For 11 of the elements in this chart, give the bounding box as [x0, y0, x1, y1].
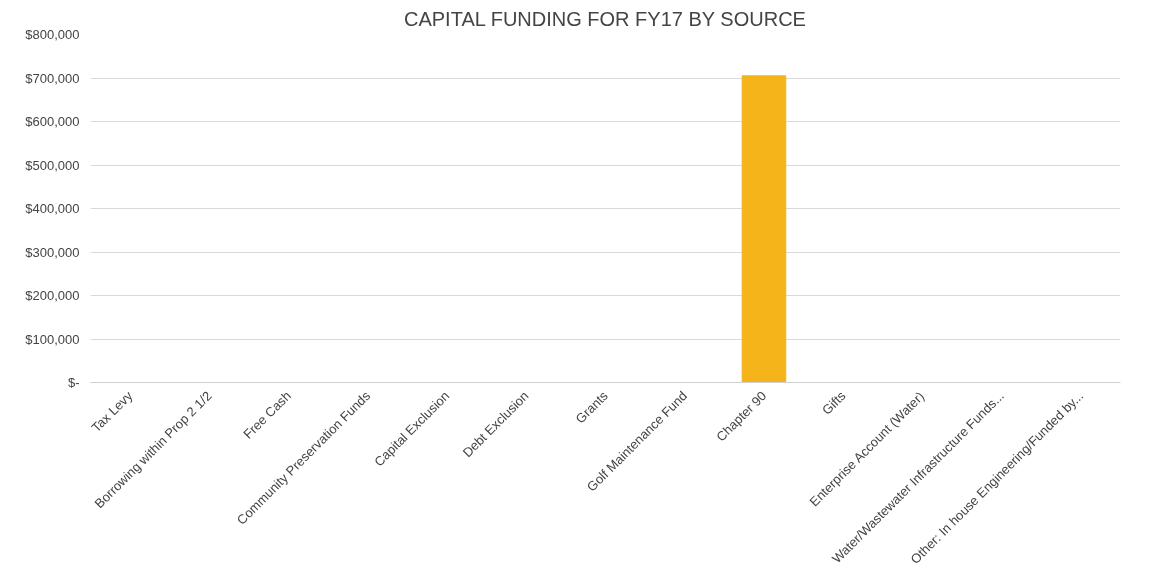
y-tick-label: $500,000	[25, 157, 80, 173]
y-tick-label: $400,000	[25, 201, 80, 216]
y-tick-label: $-	[67, 375, 80, 390]
y-tick-label: $700,000	[25, 70, 80, 86]
y-tick-label: $300,000	[25, 244, 80, 260]
y-tick-label: $100,000	[25, 331, 80, 347]
y-tick-label: $800,000	[25, 27, 80, 42]
y-tick-label: $200,000	[25, 288, 80, 303]
x-tick-label: Gifts	[818, 387, 849, 418]
y-tick-label: $600,000	[25, 114, 80, 129]
chart-title: CAPITAL FUNDING FOR FY17 BY SOURCE	[403, 7, 806, 30]
